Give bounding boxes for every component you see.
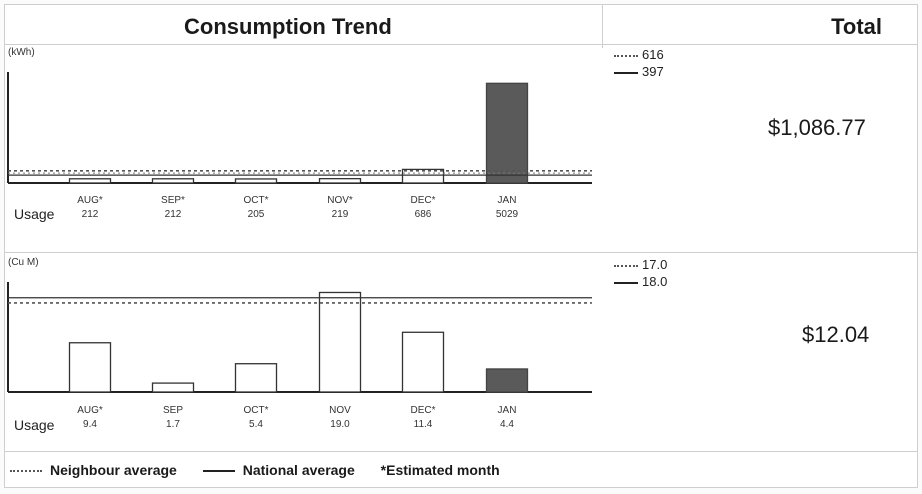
electricity-usage-value: 205 — [247, 209, 265, 220]
water-month-label: JAN — [497, 405, 517, 416]
water-month-1: SEP 1.7 — [143, 404, 203, 432]
water-usage-label: Usage — [14, 417, 55, 433]
chart-title: Consumption Trend — [184, 14, 392, 39]
legend-national-average-label: National average — [242, 462, 355, 478]
electricity-national-average-legend: 397 — [614, 64, 664, 79]
electricity-neighbour-average-value: 616 — [642, 47, 664, 62]
electricity-month-label: DEC* — [410, 195, 436, 206]
water-bar-2 — [234, 363, 278, 393]
legend-estimated-month: *Estimated month — [380, 462, 500, 478]
electricity-month-4: DEC* 686 — [393, 194, 453, 222]
water-month-label: OCT* — [243, 405, 269, 416]
water-national-average-legend: 18.0 — [614, 274, 667, 289]
electricity-month-label: OCT* — [243, 195, 269, 206]
water-month-0: AUG* 9.4 — [60, 404, 120, 432]
water-month-label: NOV — [329, 405, 351, 416]
chart-legend: Neighbour average National average *Esti… — [10, 462, 522, 478]
header-divider — [4, 44, 918, 45]
water-month-4: DEC* 11.4 — [393, 404, 453, 432]
water-neighbour-average-value: 17.0 — [642, 257, 668, 272]
water-bar-chart — [7, 282, 592, 393]
electricity-bar-5 — [485, 82, 529, 184]
legend-neighbour-average: Neighbour average — [10, 462, 177, 478]
electricity-usage-value: 219 — [331, 209, 349, 220]
electricity-month-1: SEP* 212 — [143, 194, 203, 222]
water-bar-3 — [318, 291, 362, 393]
electricity-usage-value: 212 — [164, 209, 182, 220]
electricity-usage-value: 5029 — [495, 209, 519, 220]
electricity-neighbour-average-legend: 616 — [614, 47, 664, 62]
electricity-month-label: NOV* — [327, 195, 353, 206]
section-divider — [4, 252, 918, 253]
water-bar-1 — [151, 382, 195, 393]
water-usage-value: 4.4 — [500, 419, 514, 430]
electricity-usage-value: 686 — [414, 209, 432, 220]
water-month-label: DEC* — [410, 405, 436, 416]
electricity-month-label: JAN — [497, 195, 517, 206]
electricity-total: $1,086.77 — [768, 115, 866, 140]
water-usage-value: 11.4 — [413, 419, 433, 430]
electricity-usage-value: 212 — [81, 209, 99, 220]
water-month-2: OCT* 5.4 — [226, 404, 286, 432]
electricity-national-average-value: 397 — [642, 64, 664, 79]
water-month-5: JAN 4.4 — [477, 404, 537, 432]
water-bar-0 — [68, 342, 112, 393]
water-usage-value: 9.4 — [83, 419, 97, 430]
electricity-bar-0 — [68, 178, 112, 184]
electricity-usage-label: Usage — [14, 206, 55, 222]
electricity-month-label: SEP* — [161, 195, 185, 206]
water-month-3: NOV 19.0 — [310, 404, 370, 432]
electricity-bar-2 — [234, 178, 278, 184]
water-bar-5 — [485, 368, 529, 393]
electricity-bar-chart — [7, 72, 592, 184]
water-bar-4 — [401, 331, 445, 393]
water-total: $12.04 — [802, 322, 870, 347]
water-usage-value: 1.7 — [166, 419, 180, 430]
water-neighbour-average-legend: 17.0 — [614, 257, 667, 272]
electricity-unit-label: (kWh) — [8, 47, 35, 58]
legend-neighbour-average-label: Neighbour average — [50, 462, 177, 478]
water-unit-label: (Cu M) — [8, 257, 39, 268]
electricity-month-5: JAN 5029 — [477, 194, 537, 222]
electricity-bar-3 — [318, 178, 362, 184]
legend-national-average: National average — [202, 462, 355, 478]
electricity-month-0: AUG* 212 — [60, 194, 120, 222]
header-column-divider — [602, 4, 603, 48]
water-national-average-value: 18.0 — [642, 274, 668, 289]
electricity-month-label: AUG* — [77, 195, 103, 206]
electricity-month-2: OCT* 205 — [226, 194, 286, 222]
consumption-trend-panel — [4, 4, 918, 488]
water-month-label: SEP — [162, 405, 183, 416]
electricity-month-3: NOV* 219 — [310, 194, 370, 222]
water-usage-value: 5.4 — [249, 419, 263, 430]
total-header: Total — [831, 14, 882, 39]
electricity-bar-1 — [151, 178, 195, 184]
water-usage-value: 19.0 — [330, 419, 350, 430]
water-month-label: AUG* — [77, 405, 103, 416]
footer-divider — [4, 451, 918, 452]
